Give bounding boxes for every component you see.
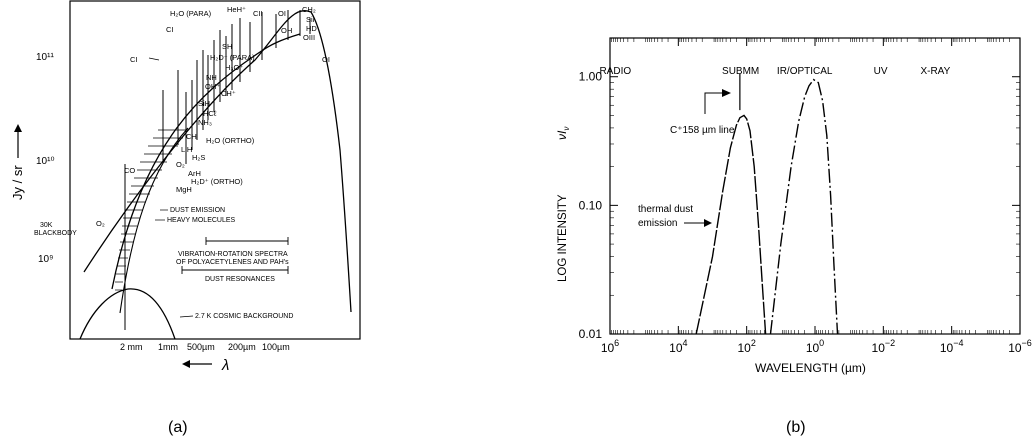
c-plus-arrow: [704, 92, 728, 114]
line-label: CII: [253, 9, 263, 18]
x-tick-label-b: 10−6: [1008, 338, 1032, 355]
line-label: OH: [281, 26, 292, 35]
line-label: O₂: [176, 160, 185, 169]
x-tick-label-b: 106: [601, 338, 619, 355]
x-tick-a: 100µm: [262, 342, 290, 352]
x-arrow-head-a: [182, 360, 190, 368]
line-label: NH₃: [198, 118, 212, 127]
y-axis-label-a: Jy / sr: [10, 165, 25, 200]
ci-leader: [148, 57, 160, 61]
x-axis-label-a: λ: [221, 357, 229, 374]
line-label: H₂O (PARA): [170, 9, 212, 18]
series-line-b: [695, 114, 767, 335]
range-bars-a: [181, 237, 289, 274]
band-label-b: SUBMM: [722, 66, 759, 77]
series-cmb: [79, 288, 176, 340]
y-axis-label-b: LOG INTENSITY: [557, 194, 569, 282]
annotation-pah: OF POLYACETYLENES AND PAH's: [176, 259, 289, 266]
c-plus-arrow-head: [722, 89, 731, 97]
line-label: MgH: [176, 185, 192, 194]
cmb-leader: [179, 315, 194, 318]
annotation-thermal: thermal dust: [638, 204, 693, 215]
line-label: HCℓ: [203, 109, 217, 118]
y-tick-label-b: 1.00: [579, 70, 603, 84]
line-label: CI: [130, 55, 138, 64]
x-tick-a: 200µm: [228, 342, 256, 352]
line-label: H₂D⁺ (PARA): [210, 53, 255, 62]
line-label: SH: [222, 42, 232, 51]
annotation-blackbody: BLACKBODY: [34, 230, 77, 237]
x-tick-a: 2 mm: [120, 342, 143, 352]
x-tick-label-b: 10−2: [872, 338, 896, 355]
line-label: HD: [306, 24, 317, 33]
line-label: CI: [166, 25, 174, 34]
plot-frame-b: [609, 37, 1021, 335]
line-label: OIII: [303, 33, 315, 42]
x-tick-a: 500µm: [187, 342, 215, 352]
line-label: H₂D⁺ (ORTHO): [191, 177, 243, 186]
line-label: LiH: [181, 145, 192, 154]
line-label: HeH⁺: [227, 5, 246, 14]
x-tick-label-b: 100: [806, 338, 824, 355]
annotation-resonances: DUST RESONANCES: [205, 276, 275, 283]
caption-a: (a): [168, 419, 188, 436]
panel-a: 10¹¹ 10¹⁰ 10⁹ Jy / sr 2 mm 1mm 500µm 200…: [10, 0, 361, 374]
band-labels-b: RADIO SUBMM IR/OPTICAL UV X-RAY: [599, 66, 950, 77]
line-label: CO: [124, 166, 135, 175]
annotations-a: DUST EMISSION HEAVY MOLECULES VIBRATION-…: [34, 207, 293, 320]
line-label: CH: [186, 132, 197, 141]
band-label-b: UV: [874, 66, 888, 77]
line-label: H₃O⁺: [225, 63, 243, 72]
line-label: OI: [322, 55, 330, 64]
thermal-arrow-head: [704, 219, 712, 227]
series-line-b: [769, 78, 839, 335]
annotation-30k: 30K: [40, 222, 53, 229]
line-label: ArH: [188, 169, 201, 178]
x-axis-a: 2 mm 1mm 500µm 200µm 100µm: [120, 342, 290, 352]
band-label-b: RADIO: [599, 66, 631, 77]
x-tick-label-b: 104: [669, 338, 687, 355]
y-axis-symbol-b: νIν: [555, 127, 571, 140]
line-label: NH: [206, 73, 217, 82]
x-tick-label-b: 10−4: [940, 338, 964, 355]
y-arrow-head-a: [14, 124, 22, 132]
line-label: SiH: [198, 99, 210, 108]
line-label: H₂S: [192, 153, 205, 162]
line-label: CH₂: [302, 5, 316, 14]
line-label: OH⁺: [205, 82, 220, 91]
series-blackbody: [83, 9, 352, 313]
x-axis-label-b: WAVELENGTH (µm): [755, 361, 866, 375]
x-tick-a: 1mm: [158, 342, 178, 352]
series-b: [695, 78, 839, 335]
axis-ticks-b: 106 104 102 100 10−2 10−4 10−6 1.00 0.10 0.01: [579, 37, 1032, 355]
band-label-b: IR/OPTICAL: [777, 66, 833, 77]
y-tick-label-b: 0.01: [579, 327, 603, 341]
line-label: CH⁺: [221, 89, 236, 98]
annotations-b: C⁺158 µm line thermal dust emission: [638, 74, 741, 229]
line-label: O₂: [96, 219, 105, 228]
y-tick-a: 10¹¹: [36, 52, 54, 63]
annotation-c-plus: C⁺158 µm line: [670, 125, 735, 136]
panel-b: 106 104 102 100 10−2 10−4 10−6 1.00 0.10 0.01 RAD…: [555, 37, 1032, 375]
y-axis-a: 10¹¹ 10¹⁰ 10⁹: [36, 52, 54, 265]
line-labels-a: H₂O (PARA) HeH⁺ CII OI CH₂ SiI HD OIII O…: [96, 5, 330, 228]
x-tick-label-b: 102: [737, 338, 755, 355]
line-label: OI: [278, 9, 286, 18]
y-tick-a: 10¹⁰: [36, 156, 54, 167]
y-tick-label-b: 0.10: [579, 198, 603, 212]
y-tick-a: 10⁹: [38, 254, 53, 265]
annotation-cmb: 2.7 K COSMIC BACKGROUND: [195, 313, 293, 320]
spectral-lines: [124, 10, 311, 330]
plot-frame-a: [69, 0, 361, 340]
annotation-dust: DUST EMISSION: [170, 207, 225, 214]
annotation-vibration: VIBRATION-ROTATION SPECTRA: [178, 251, 288, 258]
line-label: SiI: [306, 15, 315, 24]
annotation-emission: emission: [638, 218, 677, 229]
caption-b: (b): [786, 419, 806, 436]
line-label: H₂O (ORTHO): [206, 136, 255, 145]
band-label-b: X-RAY: [920, 66, 950, 77]
annotation-heavy: HEAVY MOLECULES: [167, 217, 236, 224]
